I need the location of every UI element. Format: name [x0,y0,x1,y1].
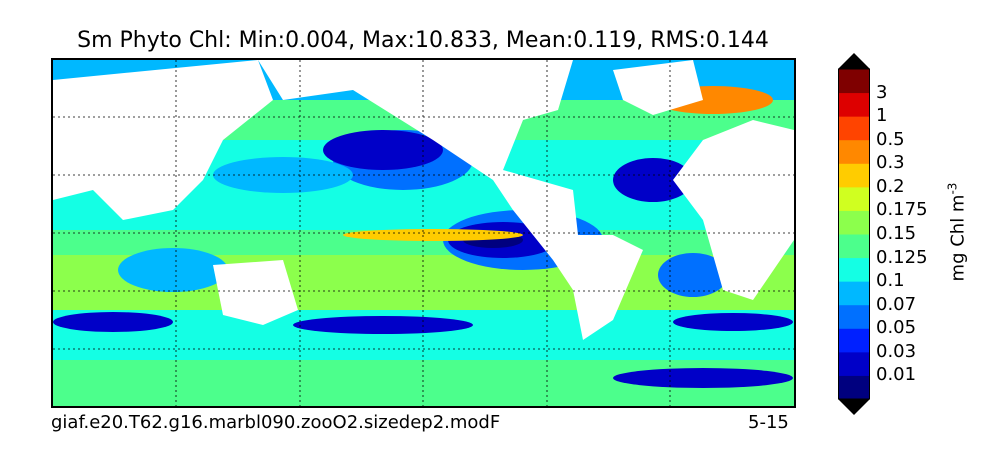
colorbar-frame [838,68,870,400]
north-atlantic-gyre [613,158,693,202]
colorbar-segment [838,375,870,400]
equatorial-pacific-band [343,229,523,241]
date-range-label: 5-15 [748,412,789,433]
colorbar-tick-label: 0.3 [876,152,905,174]
southern-atlantic-band [673,313,793,331]
indian-ocean-gyre [118,248,228,292]
southern-indian-band [53,312,173,332]
colorbar-tick-label: 0.05 [876,317,917,339]
africa-land [673,120,794,300]
southern-pacific-band [293,316,473,334]
colorbar-tick-label: 0.03 [876,340,917,362]
colorbar-segment [838,304,870,329]
colorbar-tick-label: 0.1 [876,270,905,292]
colorbar-segment [838,139,870,164]
colorbar-segment [838,210,870,235]
colorbar-tick-label: 0.175 [876,199,928,221]
colorbar-tick-label: 1 [876,105,888,127]
colorbar-unit-label: mg Chl m-3 [946,183,969,282]
colorbar-segment [838,92,870,117]
colorbar-segment [838,234,870,259]
colorbar-svg [838,53,870,415]
colorbar-segment [838,69,870,94]
colorbar-tick-label: 0.5 [876,128,905,150]
colorbar-tick-label: 0.01 [876,364,917,386]
australia-land [213,260,298,325]
colorbar-tick-label: 0.125 [876,246,928,268]
colorbar-segment [838,328,870,353]
colorbar-tick-label: 0.2 [876,175,905,197]
unit-exponent: -3 [945,182,960,195]
gridlines [53,60,794,406]
colorbar-segment [838,163,870,188]
map-title: Sm Phyto Chl: Min:0.004, Max:10.833, Mea… [77,28,769,53]
colorbar-segment [838,351,870,376]
chlorophyll-map [51,58,796,408]
colorbar-segment [838,257,870,282]
map-svg [53,60,794,406]
colorbar-segment [838,281,870,306]
greenland-land [613,60,703,115]
colorbar-tick-label: 3 [876,81,888,103]
eurasia-land [53,60,273,220]
colorbar-segment [838,186,870,211]
north-pacific-gyre-core [323,130,443,170]
case-name-label: giaf.e20.T62.g16.marbl090.zooO2.sizedep2… [51,412,501,433]
colorbar-tick-label: 0.15 [876,223,917,244]
colorbar [838,53,870,415]
south-atlantic-gyre [658,253,728,297]
colorbar-tick-label: 0.07 [876,293,917,315]
colorbar-over-arrow [838,53,870,69]
weddell-band [613,368,793,388]
americas-land [258,60,643,340]
colorbar-segment [838,116,870,141]
unit-base: mg Chl m [947,194,969,282]
colorbar-under-arrow [838,399,870,415]
